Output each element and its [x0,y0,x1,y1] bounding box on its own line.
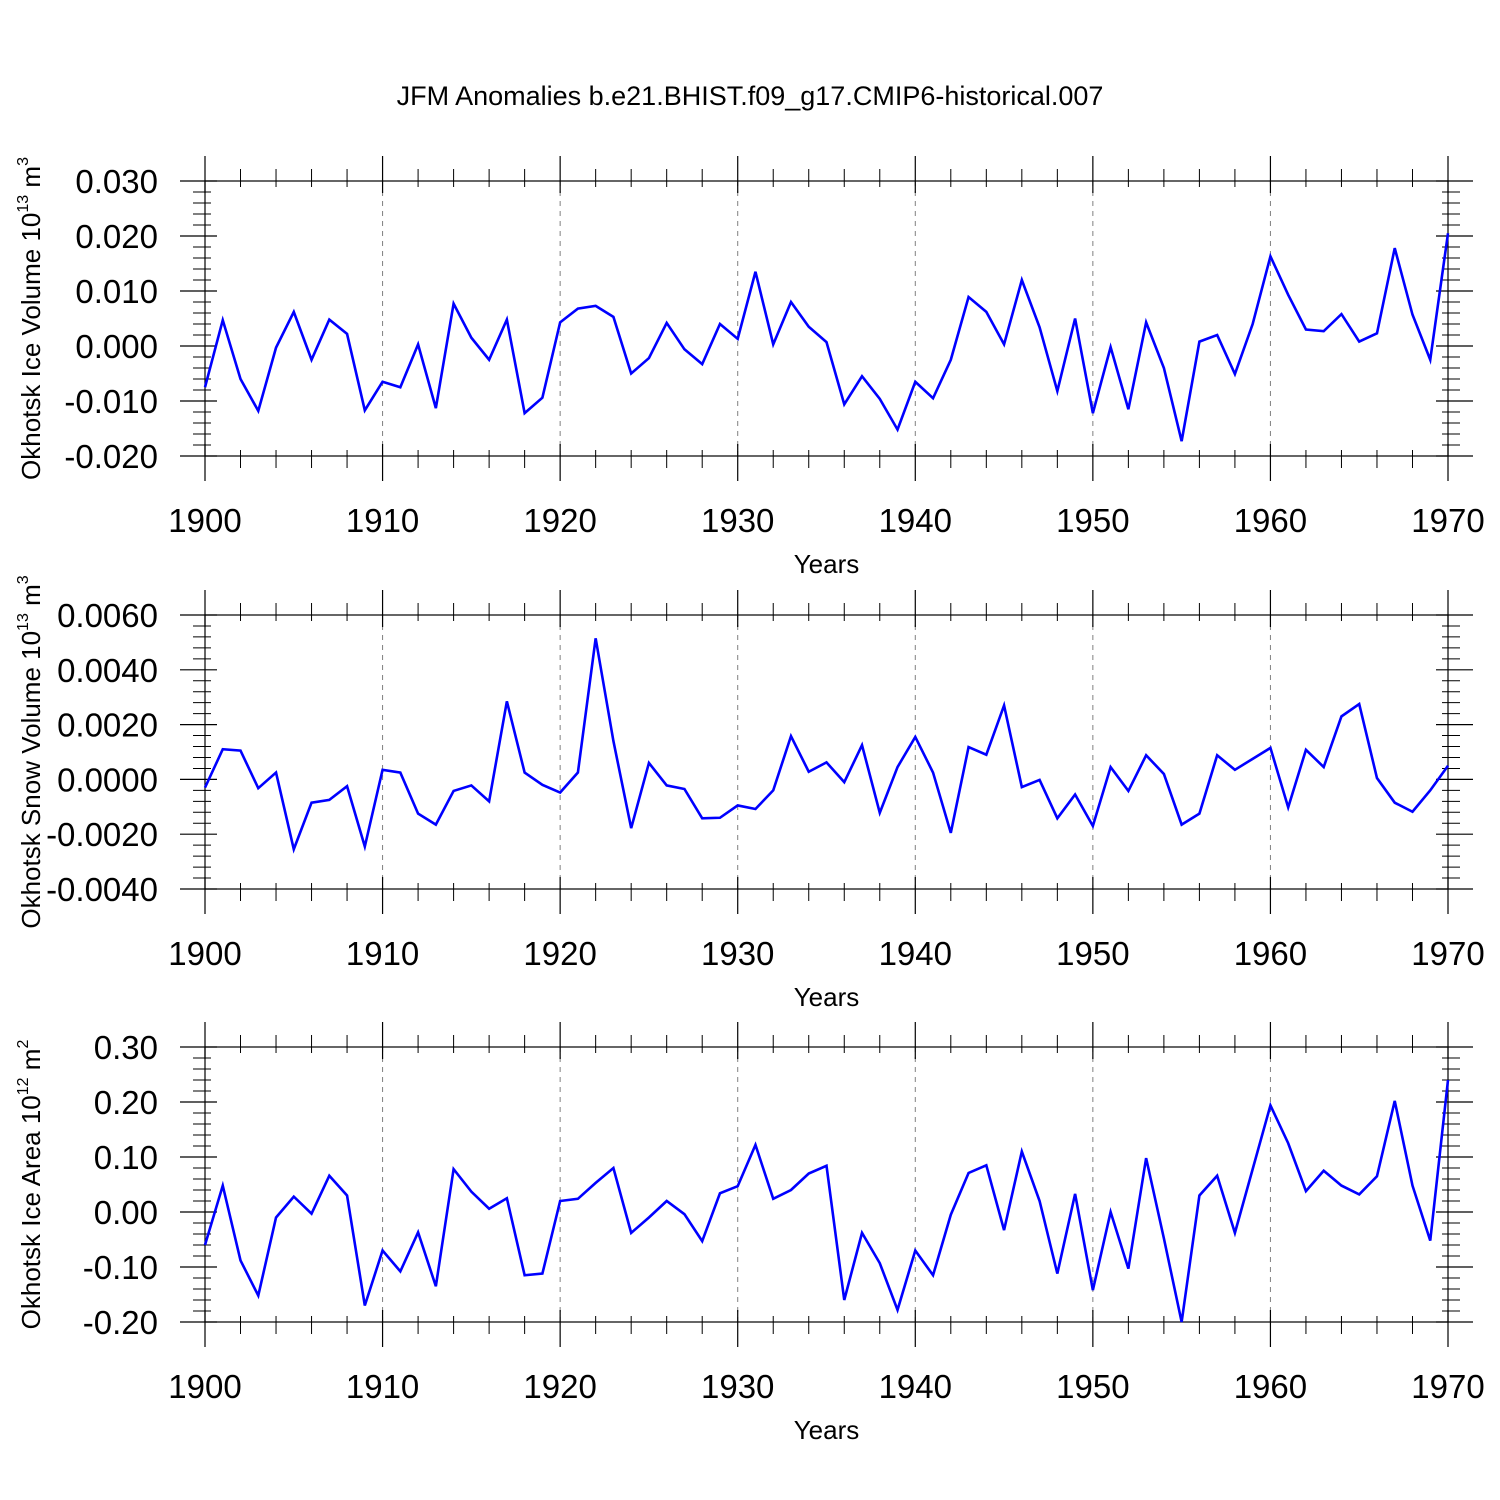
x-tick-label: 1970 [1411,1368,1484,1405]
y-tick-label: 0.30 [94,1029,158,1066]
x-axis-label: Years [794,982,860,1012]
x-tick-label: 1960 [1234,935,1307,972]
y-tick-label: -0.010 [64,383,158,420]
x-tick-label: 1930 [701,1368,774,1405]
x-tick-label: 1970 [1411,502,1484,539]
x-tick-label: 1920 [523,1368,596,1405]
y-tick-label: 0.030 [75,163,158,200]
plot-frame [204,1046,1449,1323]
x-tick-label: 1950 [1056,1368,1129,1405]
x-tick-label: 1930 [701,935,774,972]
series-line [203,1079,1450,1323]
x-tick-label: 1970 [1411,935,1484,972]
y-tick-label: 0.000 [75,328,158,365]
y-tick-label: 0.0020 [57,707,158,744]
y-axis-label: Okhotsk Ice Area 1012 m2 [15,1040,46,1330]
x-tick-label: 1900 [168,502,241,539]
x-tick-label: 1910 [346,1368,419,1405]
y-tick-label: 0.00 [94,1194,158,1231]
x-tick-label: 1950 [1056,935,1129,972]
x-axis-label: Years [794,549,860,579]
x-tick-label: 1950 [1056,502,1129,539]
x-tick-label: 1960 [1234,1368,1307,1405]
y-tick-label: -0.20 [83,1304,158,1341]
x-tick-label: 1910 [346,935,419,972]
chart-panel-3: 1900 1910 1920 1930 1940 1950 1960 1970 -0.20 -0.… [15,1022,1485,1445]
chart-panel-1: 1900 1910 1920 1930 1940 1950 1960 1970 -0.020 -0… [15,156,1485,579]
x-tick-label: 1940 [879,1368,952,1405]
x-tick-label: 1920 [523,935,596,972]
y-tick-label: -0.020 [64,438,158,475]
x-tick-label: 1930 [701,502,774,539]
plot-frame [204,180,1449,457]
x-tick-label: 1940 [879,502,952,539]
x-tick-label: 1960 [1234,502,1307,539]
x-tick-label: 1940 [879,935,952,972]
y-tick-label: -0.0020 [46,816,158,853]
y-axis-label: Okhotsk Snow Volume 1013 m3 [15,575,46,928]
chart-panel-2: 1900 1910 1920 1930 1940 1950 1960 1970 -0.0040 -… [15,575,1485,1012]
plot-frame [204,614,1449,890]
x-tick-label: 1910 [346,502,419,539]
y-axis-label: Okhotsk Ice Volume 1013 m3 [15,157,46,480]
y-tick-label: 0.0060 [57,597,158,634]
x-tick-label: 1920 [523,502,596,539]
y-tick-label: 0.10 [94,1139,158,1176]
x-tick-label: 1900 [168,935,241,972]
panels: 1900 1910 1920 1930 1940 1950 1960 1970 -0.020 -0… [15,156,1485,1445]
x-axis-label: Years [794,1415,860,1445]
y-tick-label: 0.0040 [57,652,158,689]
y-tick-label: -0.0040 [46,871,158,908]
figure-title: JFM Anomalies b.e21.BHIST.f09_g17.CMIP6-… [397,81,1104,111]
y-tick-label: 0.020 [75,218,158,255]
y-tick-label: -0.10 [83,1249,158,1286]
series-line [203,638,1450,854]
y-tick-label: 0.20 [94,1084,158,1121]
series-line [203,233,1450,442]
y-tick-label: 0.0000 [57,761,158,798]
x-tick-label: 1900 [168,1368,241,1405]
y-tick-label: 0.010 [75,273,158,310]
